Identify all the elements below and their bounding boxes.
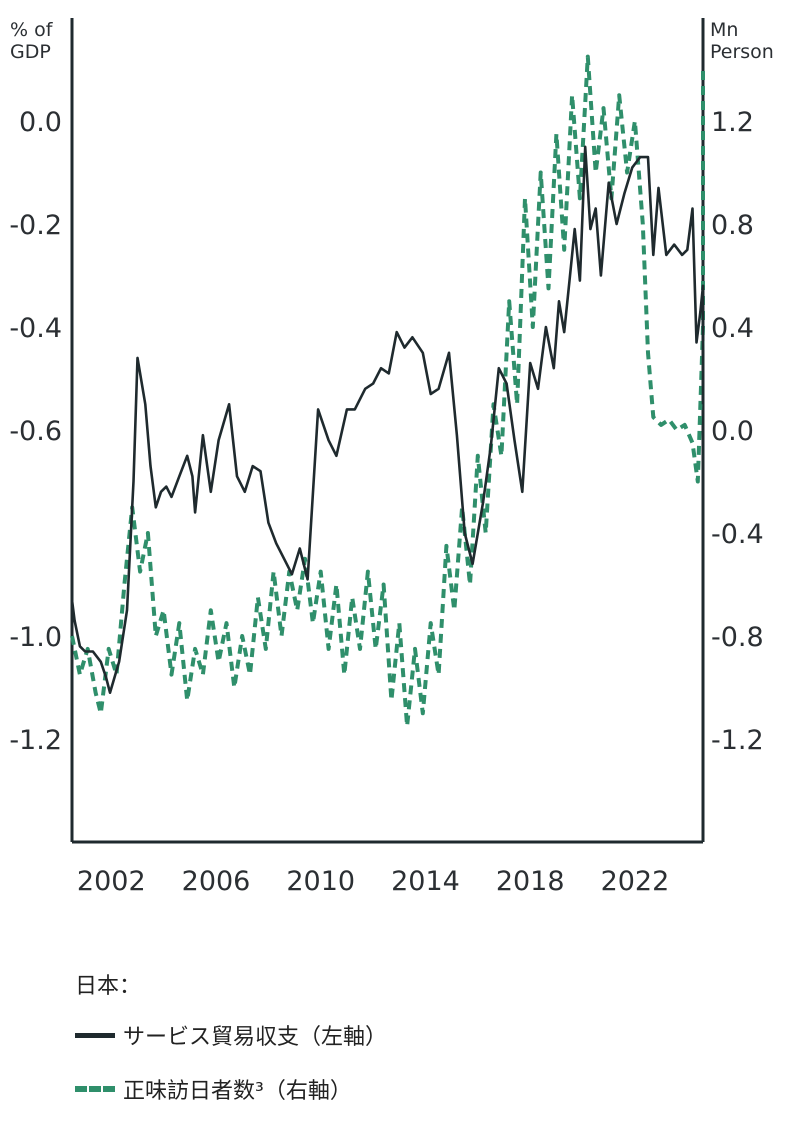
left-tick-label: -0.4: [9, 313, 62, 344]
right-tick-labels: 1.2 0.8 0.4 0.0 -0.4 -0.8 -1.2: [711, 107, 764, 756]
right-tick-label: 0.8: [711, 210, 754, 241]
right-tick-label: 0.4: [711, 313, 754, 344]
left-tick-label: -0.2: [9, 210, 62, 241]
left-tick-labels: 0.0 -0.2 -0.4 -0.6 -1.0 -1.2: [9, 107, 62, 756]
series-services-balance-line: [70, 145, 705, 694]
legend-swatch-dashed: [75, 1086, 115, 1092]
right-tick-label: -1.2: [711, 725, 764, 756]
x-tick-label: 2014: [391, 866, 460, 897]
left-tick-label: 0.0: [19, 107, 62, 138]
x-tick-label: 2002: [77, 866, 146, 897]
legend: 日本： サービス貿易収支（左軸） 正味訪日者数³（右軸）: [75, 968, 387, 1126]
right-tick-label: 1.2: [711, 107, 754, 138]
legend-label-services-balance: サービス貿易収支（左軸）: [123, 1025, 388, 1050]
x-tick-labels: 2002 2006 2010 2014 2018 2022: [77, 866, 669, 897]
legend-title: 日本：: [75, 974, 142, 999]
series-net-visitors-line: [70, 54, 705, 729]
x-tick-label: 2010: [286, 866, 355, 897]
legend-item-services-balance: サービス貿易収支（左軸）: [75, 1018, 387, 1052]
left-tick-label: -1.2: [9, 725, 62, 756]
right-tick-label: -0.8: [711, 622, 764, 653]
right-tick-label: 0.0: [711, 416, 754, 447]
left-unit-line-1: % of: [10, 19, 54, 41]
left-tick-label: -1.0: [9, 622, 62, 653]
left-unit-line-2: GDP: [10, 41, 51, 63]
x-tick-label: 2006: [182, 866, 251, 897]
right-unit-label: Mn Person: [710, 19, 774, 63]
chart: % of GDP Mn Person 0.0 -0.2 -0.4 -0.6 -1.0 -1.2…: [9, 18, 774, 897]
x-tick-label: 2018: [496, 866, 565, 897]
legend-swatch-solid: [75, 1032, 115, 1038]
left-tick-label: -0.6: [9, 416, 62, 447]
series-layer: [70, 54, 705, 729]
x-tick-label: 2022: [601, 866, 670, 897]
legend-label-net-visitors: 正味訪日者数³（右軸）: [123, 1079, 352, 1104]
legend-item-net-visitors: 正味訪日者数³（右軸）: [75, 1072, 387, 1106]
right-unit-line-1: Mn: [710, 19, 738, 41]
right-tick-label: -0.4: [711, 519, 764, 550]
right-unit-line-2: Person: [710, 41, 774, 63]
left-unit-label: % of GDP: [10, 19, 54, 63]
